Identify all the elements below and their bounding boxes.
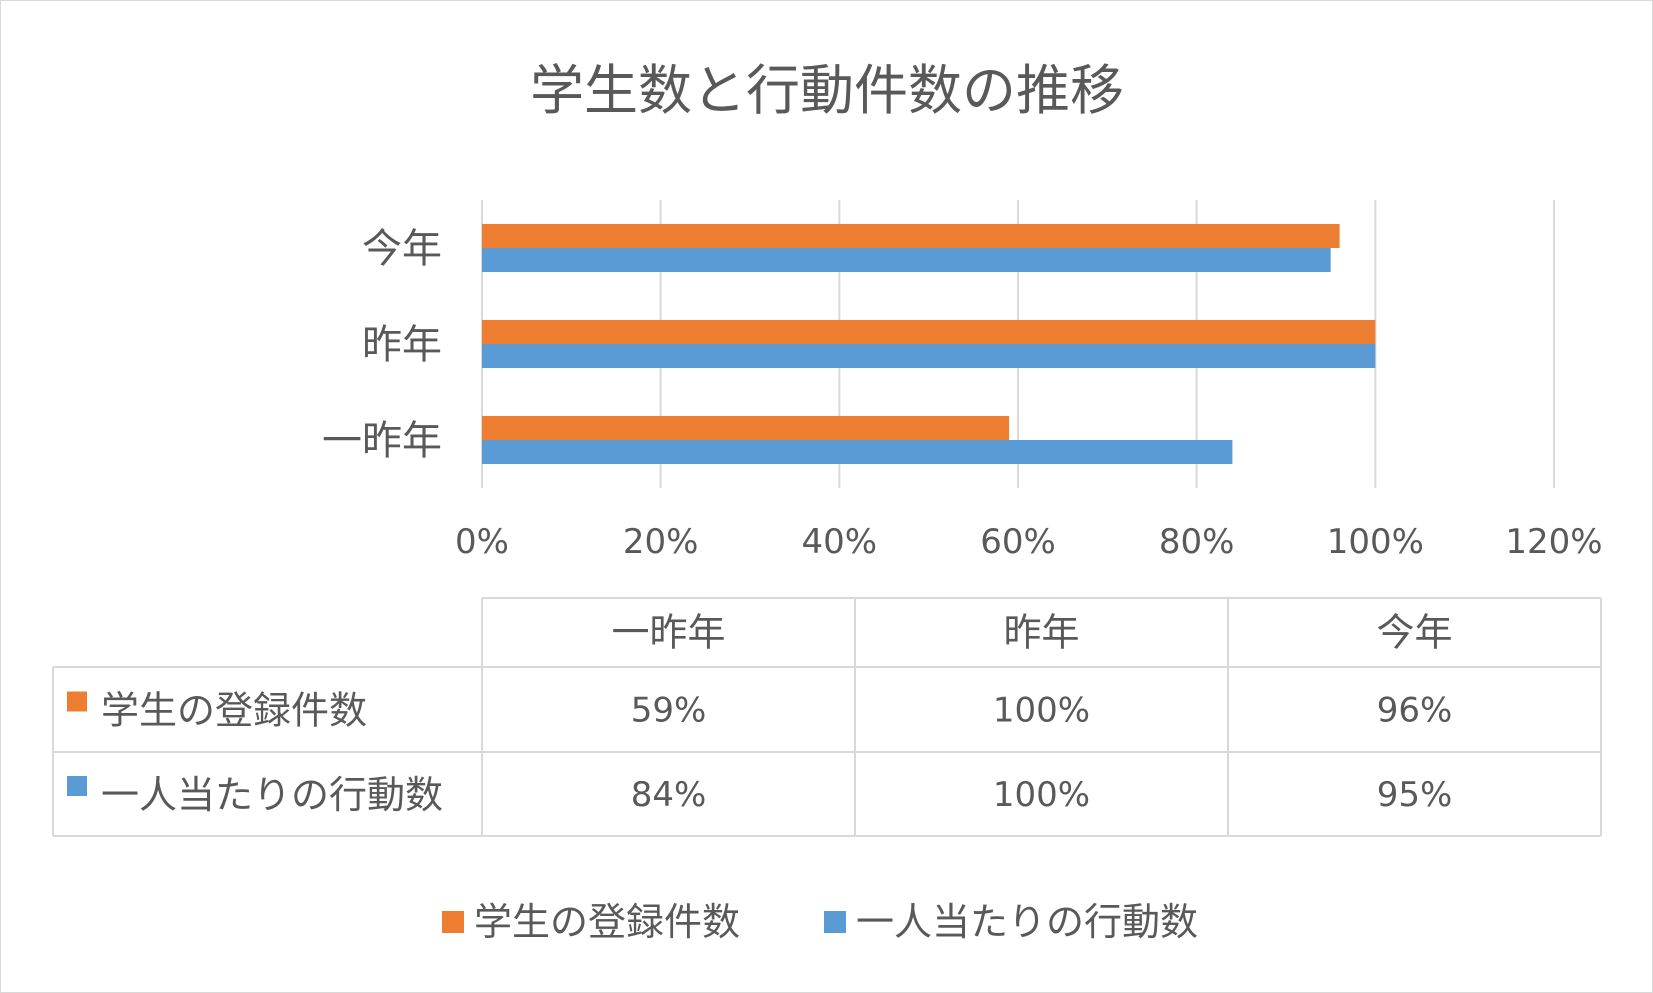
legend-label-1: 一人当たりの行動数 [856, 900, 1198, 944]
table-header-0: 一昨年 [611, 611, 725, 655]
x-tick-label-60: 60% [980, 522, 1056, 562]
table-cell-0-2: 96% [1377, 691, 1453, 731]
table-cell-0-1: 100% [993, 691, 1090, 731]
legend-key-0 [442, 911, 464, 933]
bar-1-2 [482, 248, 1331, 272]
category-label-2: 今年 [362, 226, 442, 272]
x-tick-label-0: 0% [455, 522, 509, 562]
bars [482, 224, 1376, 464]
category-label-0: 一昨年 [322, 418, 442, 464]
x-tick-label-40: 40% [802, 522, 878, 562]
table-cell-0-0: 59% [631, 691, 707, 731]
table-legend-key-0 [67, 691, 87, 712]
x-tick-label-100: 100% [1327, 522, 1424, 562]
bar-0-0 [482, 416, 1010, 440]
category-labels: 一昨年 昨年 今年 [322, 226, 442, 464]
bar-0-1 [482, 320, 1376, 344]
x-tick-labels: 0% 20% 40% 60% 80% 100% 120% [455, 522, 1603, 562]
table-header-1: 昨年 [1003, 611, 1079, 655]
legend-key-1 [824, 911, 846, 933]
x-tick-label-120: 120% [1505, 522, 1602, 562]
table-row-label-0: 学生の登録件数 [101, 689, 367, 733]
table-header-2: 今年 [1376, 611, 1452, 655]
legend-label-0: 学生の登録件数 [474, 900, 740, 944]
table-row-label-1: 一人当たりの行動数 [101, 773, 443, 817]
legend: 学生の登録件数 一人当たりの行動数 [442, 900, 1198, 944]
table-cell-1-1: 100% [993, 775, 1090, 815]
bar-1-1 [482, 344, 1376, 368]
x-tick-label-80: 80% [1159, 522, 1235, 562]
table-cell-1-0: 84% [631, 775, 707, 815]
table-legend-key-1 [67, 776, 87, 796]
chart-title: 学生数と行動件数の推移 [530, 59, 1124, 122]
category-label-1: 昨年 [362, 322, 442, 368]
table-cell-1-2: 95% [1377, 775, 1453, 815]
bar-0-2 [482, 224, 1340, 248]
bar-1-0 [482, 440, 1233, 464]
x-tick-label-20: 20% [623, 522, 699, 562]
